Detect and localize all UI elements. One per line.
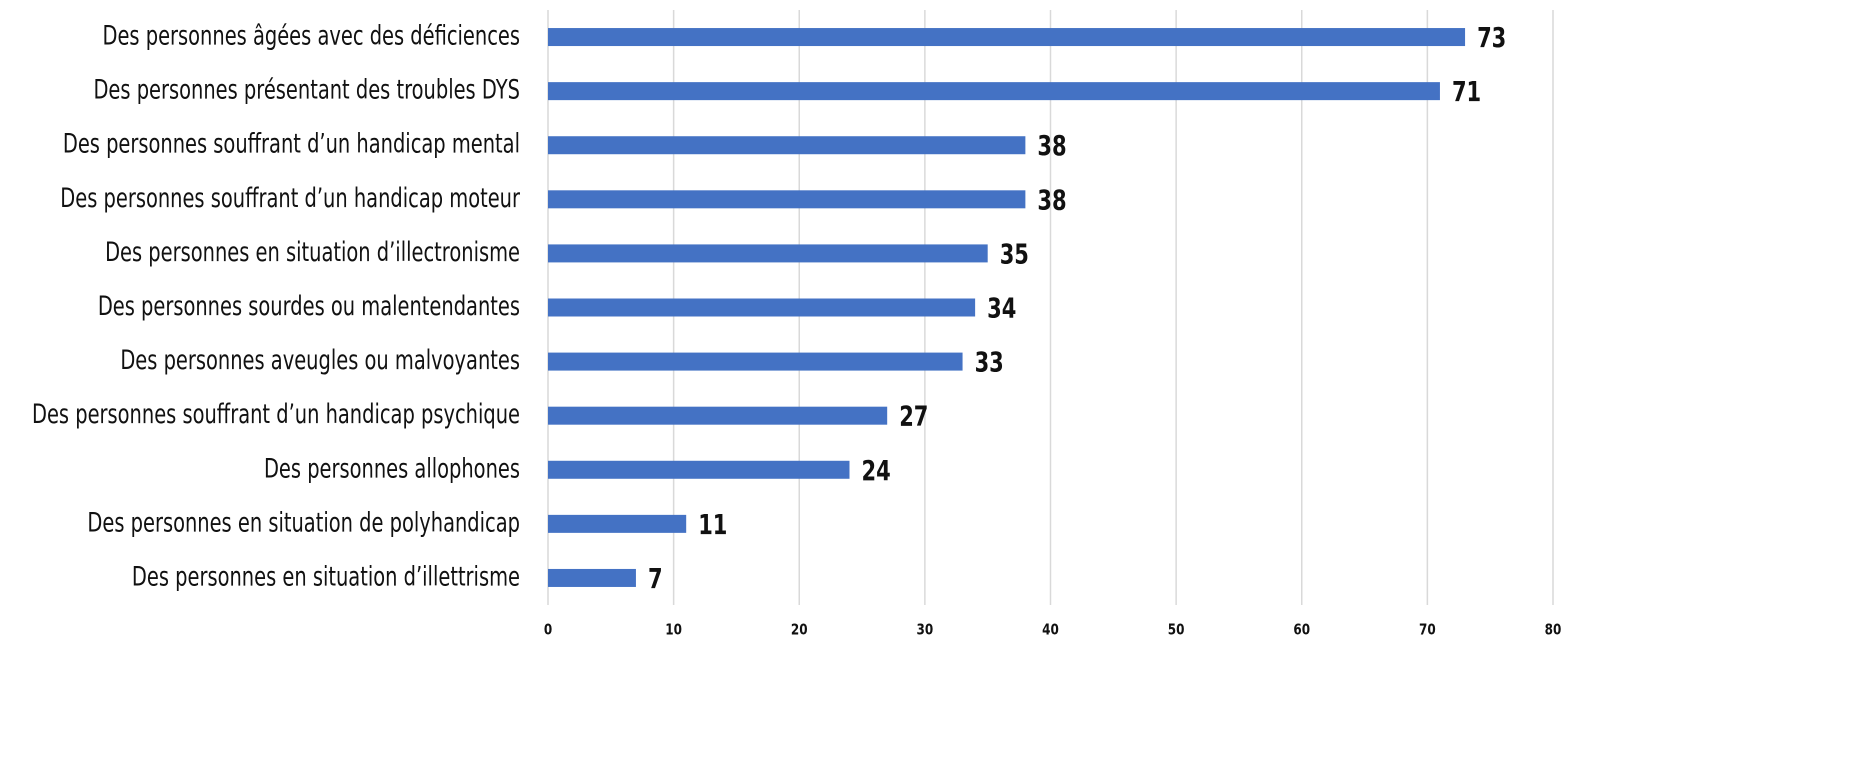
x-tick-label: 50 (1168, 621, 1185, 639)
category-label: Des personnes souffrant d’un handicap me… (63, 129, 520, 160)
category-label: Des personnes sourdes ou malentendantes (98, 291, 520, 322)
category-label: Des personnes en situation de polyhandic… (87, 507, 520, 538)
category-label: Des personnes souffrant d’un handicap mo… (60, 183, 520, 214)
bar (548, 298, 976, 317)
value-label: 73 (1477, 21, 1506, 54)
value-label: 27 (899, 400, 928, 433)
value-label: 38 (1037, 183, 1066, 216)
bar (548, 136, 1026, 155)
category-label: Des personnes aveugles ou malvoyantes (120, 345, 520, 376)
x-tick-label: 70 (1419, 621, 1436, 639)
value-label: 7 (648, 562, 663, 595)
category-label: Des personnes souffrant d’un handicap ps… (32, 399, 520, 430)
category-label: Des personnes allophones (264, 453, 520, 484)
x-tick-label: 80 (1545, 621, 1562, 639)
bar (548, 28, 1466, 47)
x-tick-label: 40 (1042, 621, 1059, 639)
category-label: Des personnes âgées avec des déficiences (103, 21, 520, 52)
value-label: 71 (1452, 75, 1481, 108)
value-label: 24 (862, 454, 891, 487)
bar (548, 244, 988, 263)
bar (548, 460, 850, 479)
bar (548, 514, 687, 533)
x-tick-label: 60 (1293, 621, 1310, 639)
value-label: 34 (987, 292, 1016, 325)
value-label: 35 (1000, 237, 1029, 270)
value-label: 11 (698, 508, 727, 541)
bar (548, 406, 888, 425)
category-label: Des personnes présentant des troubles DY… (93, 75, 520, 106)
value-label: 33 (975, 346, 1004, 379)
x-tick-label: 30 (917, 621, 934, 639)
bar (548, 352, 963, 371)
bar (548, 190, 1026, 209)
x-tick-label: 0 (544, 621, 552, 639)
x-tick-label: 10 (665, 621, 682, 639)
value-label: 38 (1037, 129, 1066, 162)
bar (548, 568, 636, 587)
bar (548, 82, 1440, 101)
category-label: Des personnes en situation d’illettrisme (132, 561, 520, 592)
x-tick-label: 20 (791, 621, 808, 639)
category-label: Des personnes en situation d’illectronis… (105, 237, 520, 268)
